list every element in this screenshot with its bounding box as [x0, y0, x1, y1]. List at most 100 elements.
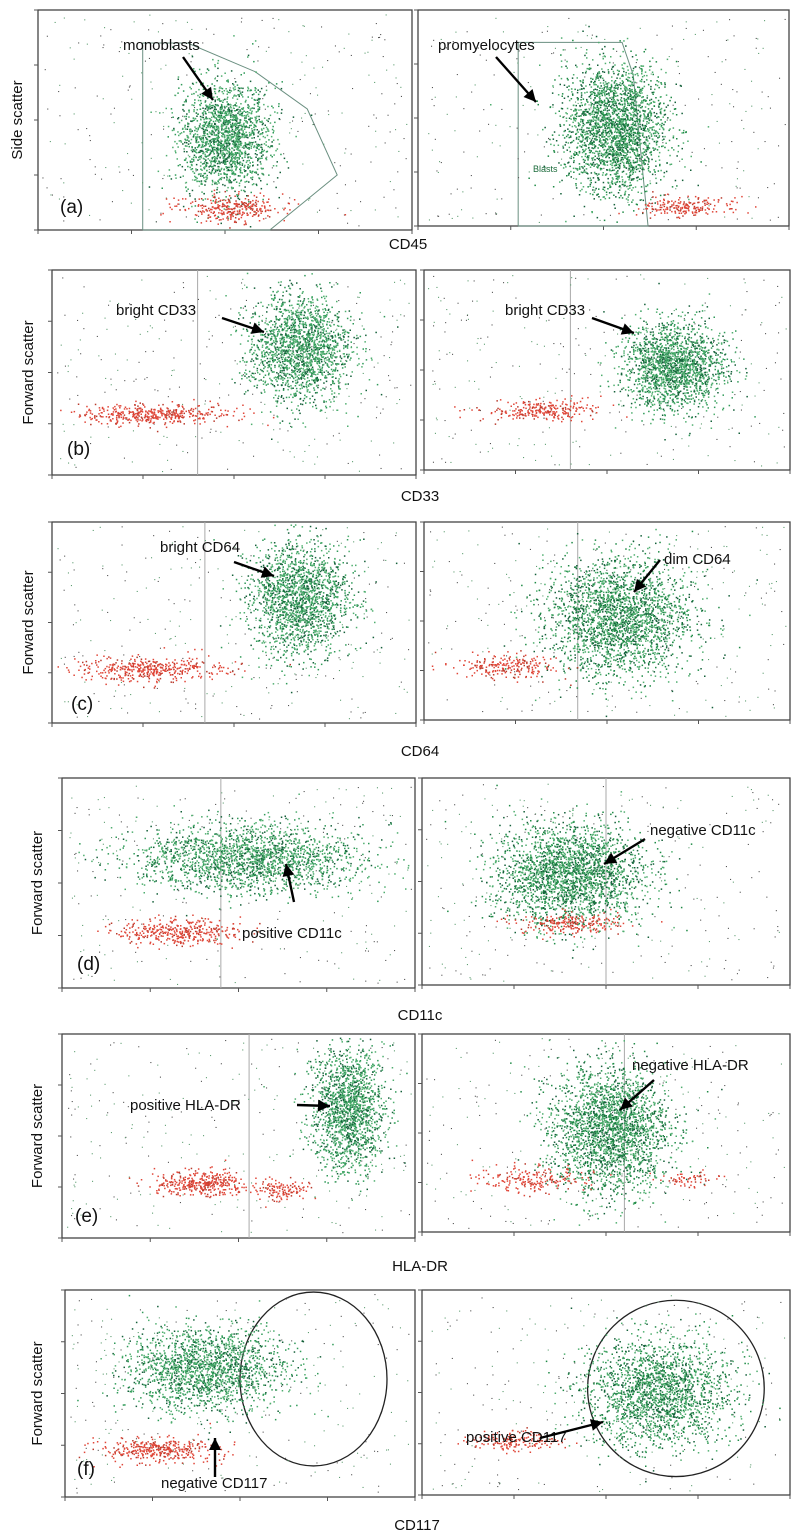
- event-point: [205, 220, 208, 222]
- event-point: [231, 126, 233, 128]
- event-point: [573, 215, 575, 217]
- event-point: [609, 115, 612, 118]
- event-point: [751, 217, 753, 219]
- event-point: [587, 157, 589, 159]
- event-point: [241, 17, 243, 19]
- event-point: [259, 90, 261, 93]
- event-point: [201, 140, 203, 143]
- event-point: [225, 149, 227, 152]
- event-point: [371, 39, 373, 41]
- event-point: [675, 114, 678, 116]
- event-point: [580, 84, 582, 86]
- event-point: [195, 179, 197, 181]
- event-point: [632, 127, 634, 130]
- event-point: [222, 133, 224, 136]
- event-point: [69, 202, 71, 204]
- event-point: [224, 159, 226, 161]
- event-point: [236, 133, 238, 135]
- event-point: [240, 144, 242, 146]
- event-point: [604, 145, 607, 148]
- event-point: [431, 149, 433, 151]
- event-point: [234, 116, 237, 119]
- event-point: [581, 144, 584, 146]
- event-point: [211, 146, 213, 148]
- event-point: [243, 128, 246, 130]
- event-point: [618, 122, 621, 124]
- event-point: [224, 117, 226, 119]
- event-point: [602, 136, 605, 138]
- event-point: [589, 134, 591, 136]
- event-point: [639, 135, 641, 137]
- event-point: [604, 62, 607, 65]
- event-point: [615, 141, 617, 143]
- event-point: [684, 104, 686, 106]
- event-point: [213, 141, 216, 143]
- event-point: [623, 146, 625, 149]
- event-point: [251, 142, 253, 144]
- event-point: [646, 94, 649, 97]
- event-point: [527, 82, 529, 84]
- event-point: [619, 119, 621, 121]
- event-point: [236, 210, 239, 212]
- event-point: [629, 161, 632, 164]
- event-point: [167, 136, 169, 138]
- event-point: [617, 120, 619, 123]
- event-point: [255, 213, 257, 215]
- event-point: [654, 88, 656, 91]
- event-point: [600, 112, 602, 114]
- event-point: [649, 65, 651, 68]
- event-point: [646, 121, 648, 123]
- event-point: [238, 129, 241, 131]
- event-point: [237, 131, 239, 133]
- event-point: [213, 132, 215, 134]
- event-point: [588, 113, 590, 115]
- event-point: [223, 120, 225, 123]
- event-point: [327, 110, 329, 112]
- event-point: [256, 208, 258, 210]
- event-point: [229, 134, 231, 136]
- event-point: [141, 142, 143, 144]
- event-point: [653, 105, 655, 107]
- event-point: [578, 152, 581, 154]
- event-point: [196, 180, 198, 183]
- event-point: [219, 86, 221, 88]
- event-point: [600, 159, 602, 161]
- event-point: [551, 53, 553, 55]
- event-point: [182, 108, 184, 111]
- event-point: [700, 161, 702, 163]
- event-point: [599, 199, 602, 201]
- event-point: [595, 187, 597, 190]
- event-point: [648, 147, 651, 149]
- event-point: [667, 219, 669, 221]
- event-point: [593, 141, 595, 143]
- event-point: [253, 210, 255, 213]
- event-point: [629, 98, 632, 100]
- event-point: [274, 87, 276, 90]
- event-point: [200, 182, 203, 184]
- event-point: [643, 136, 645, 138]
- event-point: [234, 173, 237, 176]
- event-point: [602, 112, 604, 114]
- event-point: [191, 93, 193, 95]
- event-point: [592, 73, 594, 75]
- event-point: [612, 48, 615, 50]
- event-point: [63, 196, 65, 198]
- event-point: [569, 135, 572, 137]
- event-point: [227, 186, 229, 189]
- event-point: [584, 133, 586, 136]
- event-point: [655, 83, 657, 86]
- event-point: [493, 74, 495, 76]
- event-point: [266, 183, 268, 186]
- event-point: [575, 47, 577, 49]
- event-point: [617, 157, 619, 160]
- event-point: [214, 64, 216, 66]
- event-point: [205, 129, 207, 131]
- event-point: [593, 82, 595, 84]
- event-point: [197, 204, 200, 206]
- event-point: [254, 99, 256, 101]
- event-point: [217, 62, 219, 64]
- event-point: [656, 124, 658, 126]
- event-point: [624, 120, 627, 122]
- event-point: [47, 108, 49, 110]
- event-point: [238, 198, 241, 201]
